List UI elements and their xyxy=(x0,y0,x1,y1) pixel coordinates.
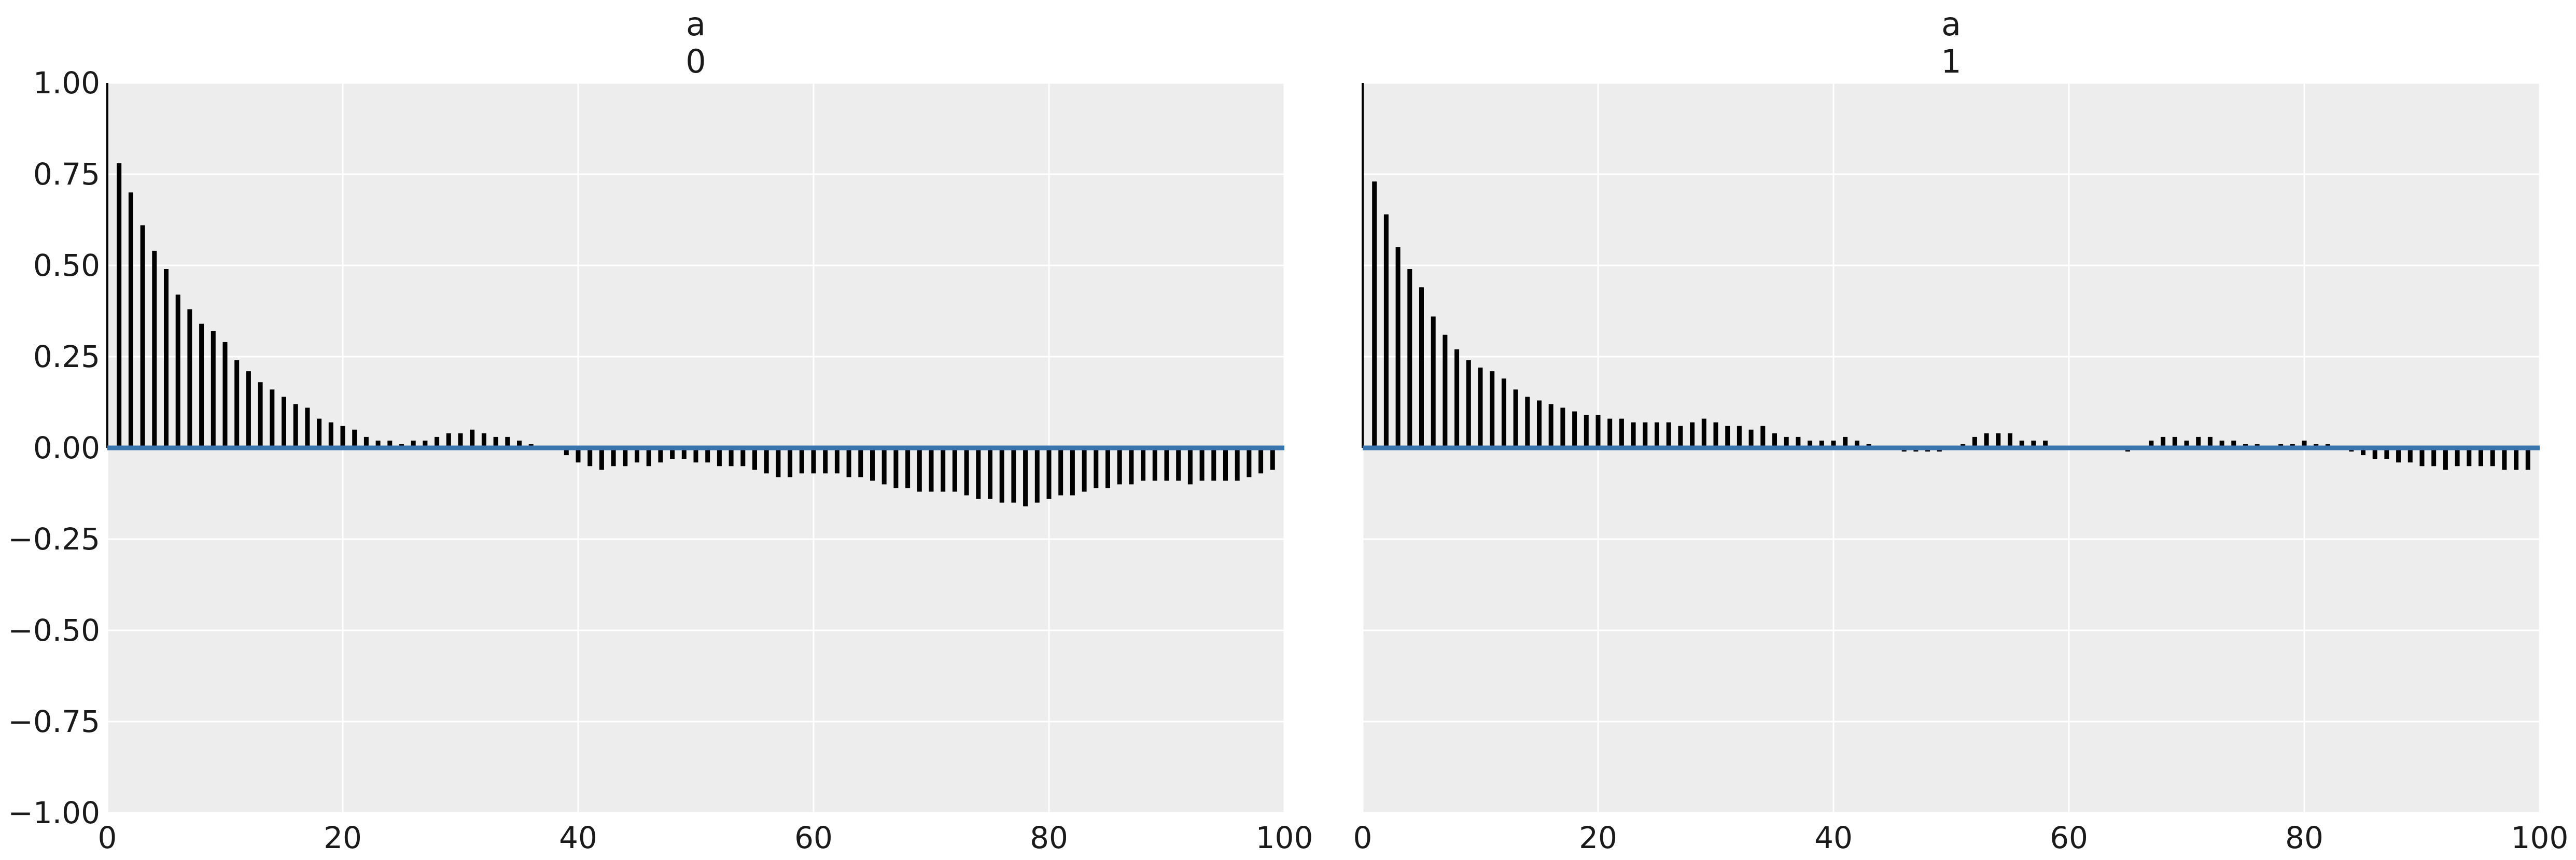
x-tick-labels: 0 20 40 60 80 100 xyxy=(1353,820,2569,855)
acf-bars xyxy=(106,83,1275,506)
y-tick-label: 0.75 xyxy=(33,157,100,192)
acf-bars xyxy=(1362,83,2530,470)
x-tick-label: 60 xyxy=(794,820,833,855)
panel-title-index: 1 xyxy=(1941,43,1961,80)
acf-panel-a1: 0 20 40 60 80 100 a 1 xyxy=(1353,5,2569,855)
x-tick-label: 100 xyxy=(2511,820,2569,855)
y-tick-labels: 1.00 0.75 0.50 0.25 0.00 −0.25 −0.50 −0.75 −1.00 xyxy=(8,65,100,830)
y-tick-label: −1.00 xyxy=(8,795,100,830)
x-tick-label: 40 xyxy=(559,820,597,855)
x-tick-label: 0 xyxy=(1353,820,1373,855)
x-tick-label: 0 xyxy=(98,820,117,855)
x-tick-label: 20 xyxy=(324,820,362,855)
y-tick-label: 0.25 xyxy=(33,339,100,374)
x-tick-label: 60 xyxy=(2050,820,2088,855)
y-tick-label: −0.25 xyxy=(8,521,100,557)
panel-title-index: 0 xyxy=(685,43,706,80)
y-tick-label: 1.00 xyxy=(33,65,100,101)
y-tick-label: 0.00 xyxy=(33,430,100,466)
x-tick-label: 80 xyxy=(1030,820,1068,855)
panel-title-variable: a xyxy=(1941,5,1961,43)
y-tick-label: −0.75 xyxy=(8,704,100,739)
x-tick-label: 100 xyxy=(1256,820,1313,855)
y-tick-label: 0.50 xyxy=(33,248,100,283)
x-tick-label: 40 xyxy=(1814,820,1853,855)
x-tick-label: 20 xyxy=(1579,820,1617,855)
x-tick-label: 80 xyxy=(2285,820,2323,855)
panel-title-variable: a xyxy=(686,5,706,43)
x-tick-labels: 0 20 40 60 80 100 xyxy=(98,820,1313,855)
y-tick-label: −0.50 xyxy=(8,613,100,648)
acf-panel-a0: 1.00 0.75 0.50 0.25 0.00 −0.25 −0.50 −0.75 −1.00… xyxy=(8,5,1313,855)
